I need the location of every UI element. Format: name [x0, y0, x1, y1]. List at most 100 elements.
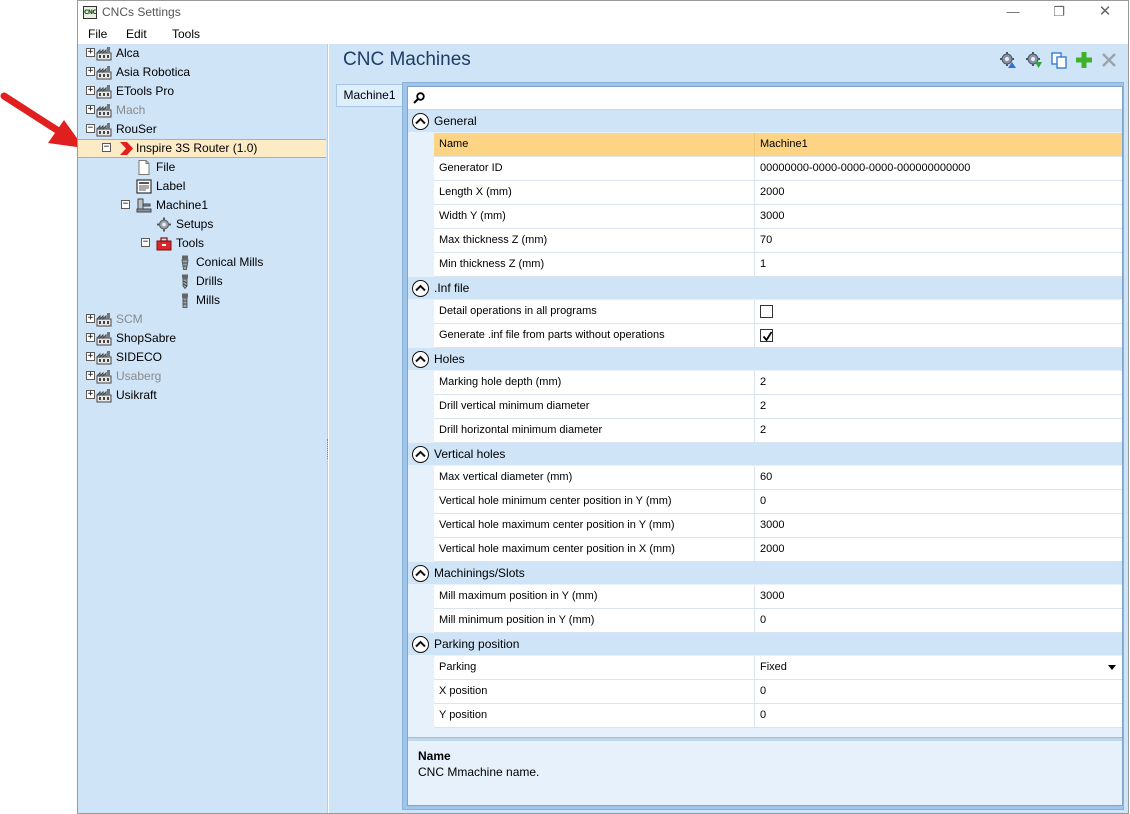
- search-input[interactable]: [428, 89, 1120, 107]
- gear-download-icon[interactable]: [1025, 51, 1043, 69]
- property-row-vertical-hole-minimum-center-position-in-y-mm[interactable]: Vertical hole minimum center position in…: [434, 490, 1122, 514]
- gear-upload-icon[interactable]: [999, 51, 1017, 69]
- property-value[interactable]: 2000: [760, 186, 785, 198]
- property-row-parking[interactable]: Parking Fixed: [434, 656, 1122, 680]
- collapse-category-icon[interactable]: [412, 351, 429, 368]
- collapse-category-icon[interactable]: [412, 446, 429, 463]
- property-value[interactable]: 0: [760, 495, 767, 507]
- expand-toggle-icon[interactable]: +: [86, 47, 95, 57]
- tree-node-machine1[interactable]: − Machine1: [78, 196, 326, 215]
- menu-file[interactable]: File: [88, 27, 108, 41]
- tree-node-mills[interactable]: Mills: [78, 291, 326, 310]
- title-bar[interactable]: CNC CNCs Settings — ❐ ✕: [78, 1, 1128, 24]
- tree-node-setups[interactable]: Setups: [78, 215, 326, 234]
- property-row-generate-inf-file-from-parts-without-operations[interactable]: Generate .inf file from parts without op…: [434, 324, 1122, 348]
- expand-toggle-icon[interactable]: +: [86, 351, 95, 361]
- splitter-grip[interactable]: [327, 439, 330, 459]
- tree-node-label[interactable]: Label: [78, 177, 326, 196]
- property-row-max-vertical-diameter-mm[interactable]: Max vertical diameter (mm) 60: [434, 466, 1122, 490]
- tree-node-file[interactable]: File: [78, 158, 326, 177]
- tree-node-alca[interactable]: + Alca: [78, 44, 326, 63]
- collapse-toggle-icon[interactable]: −: [86, 123, 95, 133]
- tree-node-usaberg[interactable]: + Usaberg: [78, 367, 326, 386]
- property-value[interactable]: 2: [760, 424, 767, 436]
- expand-toggle-icon[interactable]: +: [86, 104, 95, 114]
- property-row-max-thickness-z-mm[interactable]: Max thickness Z (mm) 70: [434, 229, 1122, 253]
- menu-tools[interactable]: Tools: [172, 27, 201, 41]
- property-row-mill-minimum-position-in-y-mm[interactable]: Mill minimum position in Y (mm) 0: [434, 609, 1122, 633]
- property-value[interactable]: 0: [760, 709, 767, 721]
- property-row-length-x-mm[interactable]: Length X (mm) 2000: [434, 181, 1122, 205]
- property-row-min-thickness-z-mm[interactable]: Min thickness Z (mm) 1: [434, 253, 1122, 277]
- property-value[interactable]: Machine1: [760, 138, 808, 150]
- property-row-x-position[interactable]: X position 0: [434, 680, 1122, 704]
- tree-node-rouser[interactable]: − RouSer: [78, 120, 326, 139]
- tree-node-inspire-3s-router-1-0[interactable]: − Inspire 3S Router (1.0): [78, 139, 326, 158]
- expand-toggle-icon[interactable]: +: [86, 389, 95, 399]
- close-button[interactable]: ✕: [1098, 3, 1112, 20]
- collapse-category-icon[interactable]: [412, 280, 429, 297]
- expand-toggle-icon[interactable]: +: [86, 66, 95, 76]
- tree-node-sideco[interactable]: + SIDECO: [78, 348, 326, 367]
- expand-toggle-icon[interactable]: +: [86, 85, 95, 95]
- property-row-name[interactable]: Name Machine1: [434, 133, 1122, 157]
- collapse-toggle-icon[interactable]: −: [102, 142, 111, 152]
- property-value[interactable]: 00000000-0000-0000-0000-000000000000: [760, 162, 971, 174]
- property-value[interactable]: 60: [760, 471, 773, 483]
- property-row-width-y-mm[interactable]: Width Y (mm) 3000: [434, 205, 1122, 229]
- tab-machine1[interactable]: Machine1: [336, 84, 402, 107]
- property-row-marking-hole-depth-mm[interactable]: Marking hole depth (mm) 2: [434, 371, 1122, 395]
- property-value[interactable]: 3000: [760, 210, 785, 222]
- tree-node-tools[interactable]: − Tools: [78, 234, 326, 253]
- property-value[interactable]: 0: [760, 614, 767, 626]
- tree-node-etools-pro[interactable]: + ETools Pro: [78, 82, 326, 101]
- collapse-toggle-icon[interactable]: −: [141, 237, 150, 247]
- tree-node-label: SCM: [116, 312, 143, 326]
- property-row-mill-maximum-position-in-y-mm[interactable]: Mill maximum position in Y (mm) 3000: [434, 585, 1122, 609]
- tree-node-mach[interactable]: + Mach: [78, 101, 326, 120]
- property-row-detail-operations-in-all-programs[interactable]: Detail operations in all programs: [434, 300, 1122, 324]
- property-name: Generate .inf file from parts without op…: [439, 324, 755, 347]
- collapse-category-icon[interactable]: [412, 636, 429, 653]
- property-checkbox[interactable]: [760, 329, 773, 342]
- property-value[interactable]: 1: [760, 258, 767, 270]
- tree-node-asia-robotica[interactable]: + Asia Robotica: [78, 63, 326, 82]
- property-value[interactable]: 3000: [760, 519, 785, 531]
- property-value[interactable]: 3000: [760, 590, 785, 602]
- collapse-toggle-icon[interactable]: −: [121, 199, 130, 209]
- copy-icon[interactable]: [1050, 51, 1068, 69]
- delete-icon[interactable]: [1100, 51, 1118, 69]
- tree-node-conical-mills[interactable]: Conical Mills: [78, 253, 326, 272]
- property-value[interactable]: 0: [760, 685, 767, 697]
- collapse-category-icon[interactable]: [412, 113, 429, 130]
- property-row-y-position[interactable]: Y position 0: [434, 704, 1122, 728]
- dropdown-arrow-icon[interactable]: [1108, 665, 1116, 670]
- category-header: Parking position: [408, 633, 1122, 655]
- property-value[interactable]: 2: [760, 400, 767, 412]
- property-row-drill-vertical-minimum-diameter[interactable]: Drill vertical minimum diameter 2: [434, 395, 1122, 419]
- expand-toggle-icon[interactable]: +: [86, 332, 95, 342]
- property-value[interactable]: 70: [760, 234, 773, 246]
- property-name: X position: [439, 680, 755, 703]
- tree-node-shopsabre[interactable]: + ShopSabre: [78, 329, 326, 348]
- property-checkbox[interactable]: [760, 305, 773, 318]
- property-row-vertical-hole-maximum-center-position-in-x-mm[interactable]: Vertical hole maximum center position in…: [434, 538, 1122, 562]
- tree-node-scm[interactable]: + SCM: [78, 310, 326, 329]
- property-value[interactable]: 2: [760, 376, 767, 388]
- expand-toggle-icon[interactable]: +: [86, 313, 95, 323]
- property-value[interactable]: Fixed: [760, 661, 787, 673]
- tree-node-usikraft[interactable]: + Usikraft: [78, 386, 326, 405]
- maximize-button[interactable]: ❐: [1053, 4, 1065, 19]
- expand-toggle-icon[interactable]: +: [86, 370, 95, 380]
- minimize-button[interactable]: —: [1006, 4, 1020, 19]
- add-icon[interactable]: [1075, 51, 1093, 69]
- tree-node-drills[interactable]: Drills: [78, 272, 326, 291]
- property-row-generator-id[interactable]: Generator ID 00000000-0000-0000-0000-0000…: [434, 157, 1122, 181]
- property-row-drill-horizontal-minimum-diameter[interactable]: Drill horizontal minimum diameter 2: [434, 419, 1122, 443]
- menu-edit[interactable]: Edit: [126, 27, 147, 41]
- property-row-vertical-hole-maximum-center-position-in-y-mm[interactable]: Vertical hole maximum center position in…: [434, 514, 1122, 538]
- collapse-category-icon[interactable]: [412, 565, 429, 582]
- main-panel: CNC Machines Machine1: [329, 44, 1128, 813]
- property-value[interactable]: 2000: [760, 543, 785, 555]
- description-splitter[interactable]: [408, 737, 1122, 741]
